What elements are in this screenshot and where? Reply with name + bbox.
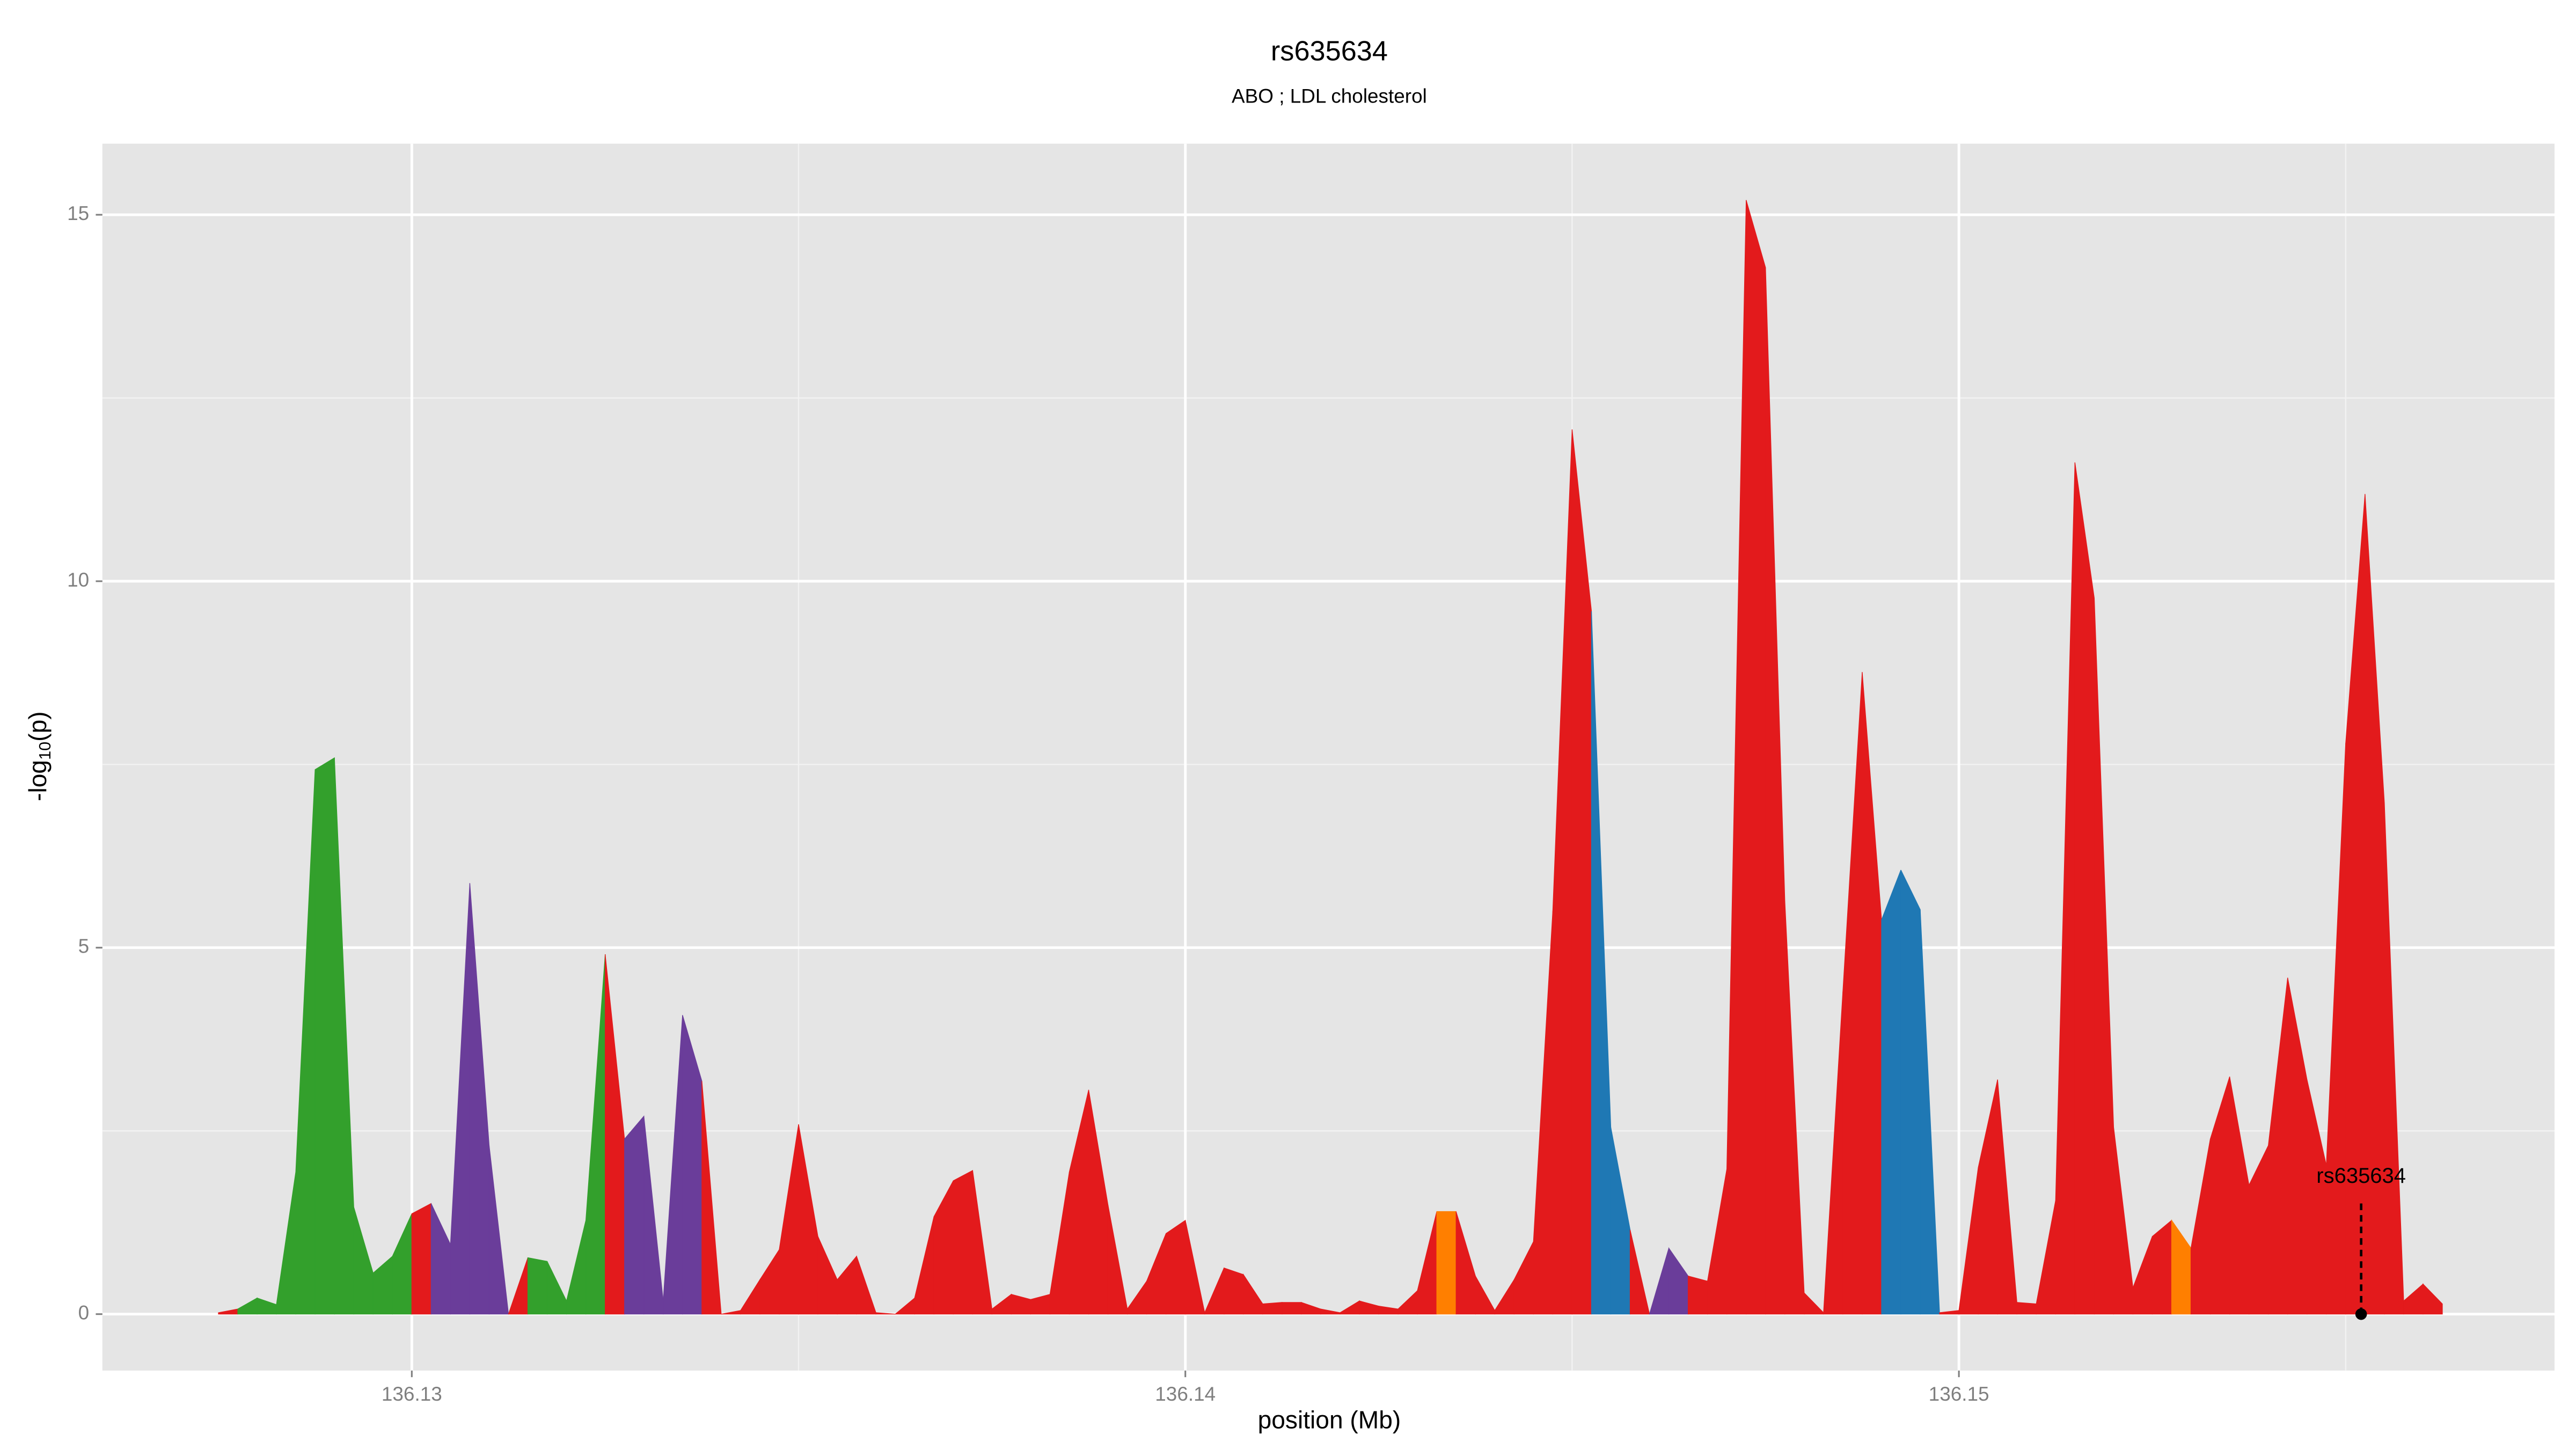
y-axis-title-part: (p) [24, 711, 52, 741]
area-segment [1900, 869, 1921, 1315]
area-segment [1881, 869, 1901, 1315]
chart-subtitle: ABO ; LDL cholesterol [1232, 85, 1427, 107]
annotation-label: rs635634 [2316, 1164, 2406, 1188]
area-segment [1262, 1302, 1283, 1315]
area-segment [1746, 200, 1766, 1315]
area-segment [701, 1081, 722, 1315]
y-axis-title: -log10(p) [24, 711, 54, 801]
annotation-point [2355, 1308, 2367, 1320]
x-tick-label: 136.15 [1929, 1383, 1989, 1405]
area-segment [1224, 1267, 1244, 1315]
area-segment [1166, 1219, 1186, 1315]
area-segment [411, 1203, 431, 1315]
area-segment [2151, 1219, 2172, 1315]
area-segment [1436, 1211, 1457, 1315]
x-tick-label: 136.14 [1155, 1383, 1216, 1405]
area-segment [488, 1145, 509, 1315]
area-segment [1282, 1302, 1302, 1315]
y-axis-title-part: -log [24, 760, 52, 801]
area-segment [953, 1169, 973, 1315]
x-tick-label: 136.13 [382, 1383, 442, 1405]
y-tick-label: 5 [78, 935, 90, 957]
area-segment [875, 1312, 896, 1315]
chart-title: rs635634 [1271, 35, 1388, 67]
area-segment [2016, 1302, 2037, 1315]
y-tick-label: 0 [78, 1301, 90, 1323]
area-segment [1688, 1275, 1708, 1315]
x-axis-title: position (Mb) [1258, 1406, 1401, 1433]
area-segment [624, 1115, 645, 1315]
area-segment [2074, 462, 2095, 1315]
area-segment [2423, 1283, 2443, 1315]
area-segment [314, 757, 335, 1315]
y-axis-title-sub: 10 [35, 742, 54, 760]
area-segment [1629, 1230, 1650, 1315]
area-segment [527, 1257, 548, 1315]
plot-panel [102, 143, 2555, 1371]
y-tick-label: 10 [67, 569, 89, 591]
y-tick-label: 15 [67, 202, 89, 224]
